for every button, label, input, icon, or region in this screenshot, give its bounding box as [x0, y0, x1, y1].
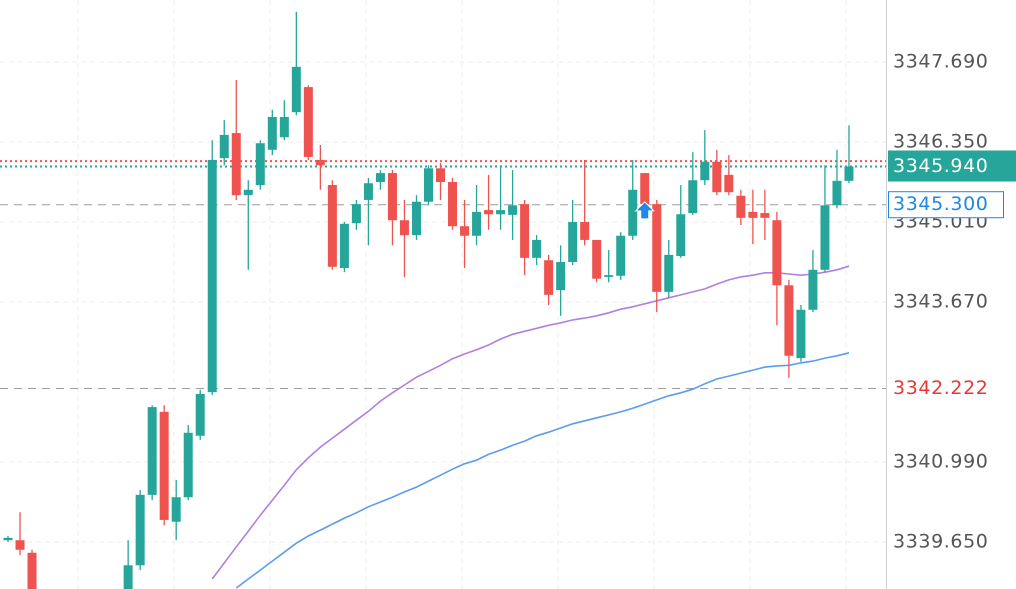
price-label-box [888, 191, 1004, 219]
candle-body [484, 210, 494, 215]
candle-body [135, 494, 145, 566]
candle-body [267, 116, 277, 150]
candle-body [724, 174, 734, 193]
candle-body [616, 235, 626, 276]
candle-body [171, 497, 181, 522]
candle-body [255, 143, 265, 186]
candle-body [772, 220, 782, 286]
candle-body [832, 180, 842, 206]
moving-average-line [211, 265, 850, 580]
candle-body [387, 173, 397, 221]
candle-body [219, 134, 229, 159]
candle-body [423, 168, 433, 202]
candle-body [532, 239, 542, 258]
price-label: 3345.300 [893, 193, 988, 215]
trade-marker [634, 201, 655, 220]
candle-body [640, 173, 650, 205]
candle-body [652, 204, 662, 292]
y-tick-label: 3347.690 [893, 51, 988, 73]
candle-body [796, 309, 806, 359]
candle-body [448, 182, 458, 227]
moving-average-line [235, 352, 850, 589]
candle-body [808, 269, 818, 310]
candle-body [195, 393, 205, 436]
candle-body [291, 66, 301, 113]
candle-body [123, 565, 133, 589]
candle-body [399, 220, 409, 236]
plot-area [0, 11, 886, 589]
candle-body [327, 185, 337, 267]
candle-body [760, 213, 770, 218]
candle-body [315, 159, 325, 166]
candle-body [15, 540, 25, 550]
candle-body [207, 159, 217, 393]
candle-body [700, 161, 710, 181]
candle-body [147, 407, 157, 495]
candle-body [183, 432, 193, 498]
candle-body [736, 195, 746, 218]
candle-body [339, 223, 349, 268]
candle-body [159, 411, 169, 520]
candle-body [748, 211, 758, 218]
candle-body [520, 204, 530, 258]
candle-body [496, 210, 506, 215]
y-tick-label: 3340.990 [893, 451, 988, 473]
candle-body [363, 183, 373, 200]
candle-body [27, 552, 37, 589]
candle-body [592, 239, 602, 279]
candle-body [628, 189, 638, 236]
y-tick-label: 3346.350 [893, 131, 988, 153]
price-label-box [888, 150, 1016, 182]
candle-body [351, 204, 361, 224]
y-tick-label: 3343.670 [893, 291, 988, 313]
candle-body [544, 260, 554, 295]
candle-body [3, 537, 13, 541]
candle-body [508, 205, 518, 215]
candle-body [820, 205, 830, 270]
candle-body [844, 166, 854, 181]
candle-body [556, 262, 566, 291]
candle-body [243, 189, 253, 196]
candle-body [375, 173, 385, 183]
candle-body [688, 180, 698, 214]
candle-body [231, 133, 241, 196]
candle-body [604, 275, 614, 277]
price-label: 3345.940 [893, 155, 988, 177]
candle-body [712, 161, 722, 193]
candle-body [784, 285, 794, 356]
candle-body [303, 87, 313, 157]
candle-body [279, 116, 289, 138]
candle-body [436, 168, 446, 183]
candle-body [411, 201, 421, 236]
vertical-grid [77, 0, 847, 589]
candle-body [580, 222, 590, 240]
y-tick-label: 3339.650 [893, 531, 988, 553]
candle-body [460, 226, 470, 236]
candle-body [568, 222, 578, 263]
candle-body [676, 214, 686, 257]
candle-body [664, 254, 674, 292]
price-label: 3342.222 [893, 377, 988, 399]
candle-body [472, 211, 482, 236]
